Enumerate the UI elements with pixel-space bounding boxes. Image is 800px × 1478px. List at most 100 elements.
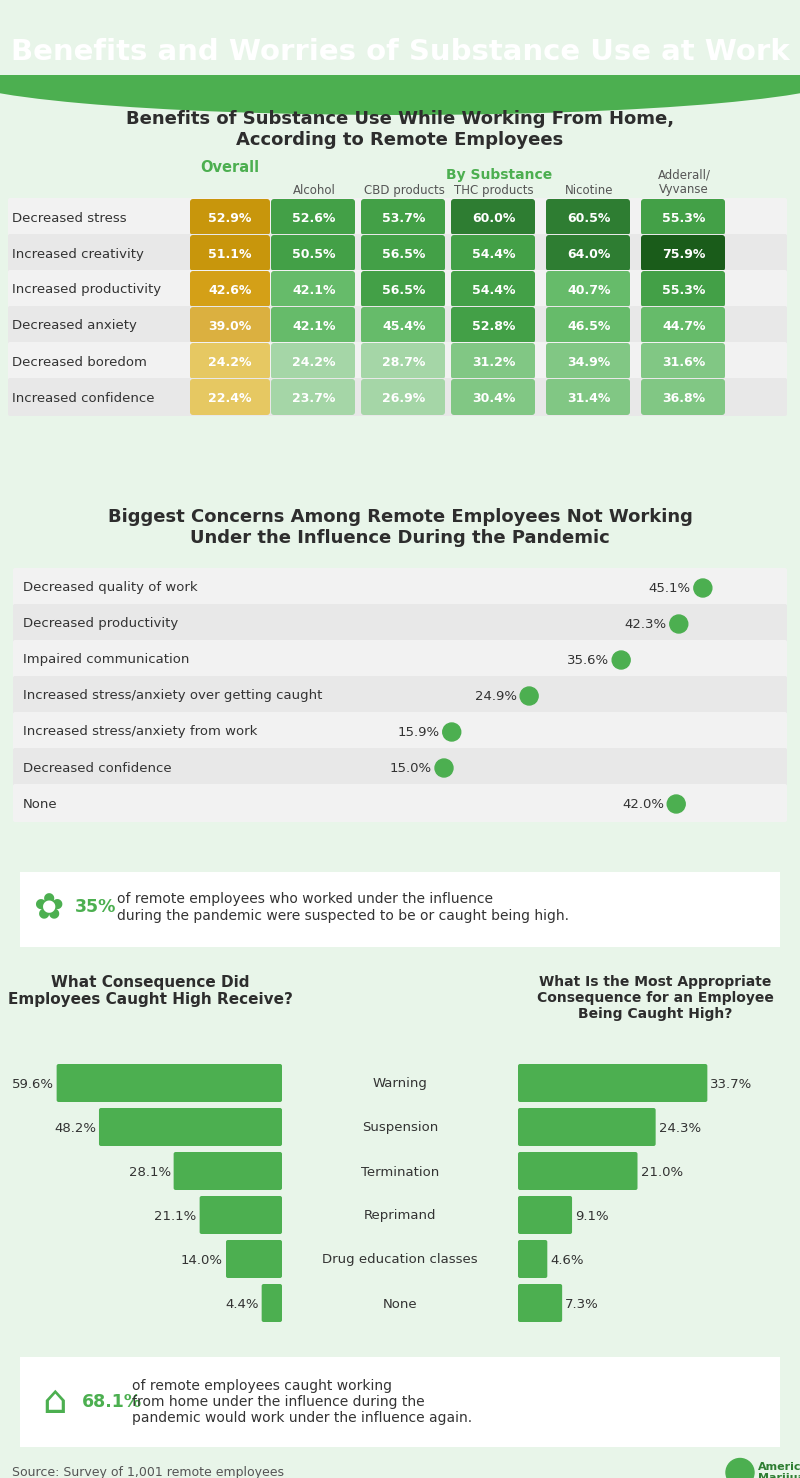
FancyBboxPatch shape [271, 378, 355, 415]
Text: Decreased productivity: Decreased productivity [23, 618, 178, 631]
Text: Nicotine: Nicotine [565, 183, 614, 197]
Text: 59.6%: 59.6% [12, 1077, 54, 1091]
Text: Increased creativity: Increased creativity [12, 247, 144, 260]
Text: 39.0%: 39.0% [208, 319, 252, 333]
Circle shape [520, 687, 538, 705]
Text: 14.0%: 14.0% [181, 1253, 223, 1267]
FancyBboxPatch shape [174, 1151, 282, 1190]
Text: 42.1%: 42.1% [292, 284, 336, 297]
FancyBboxPatch shape [57, 1064, 282, 1103]
FancyBboxPatch shape [641, 307, 725, 343]
Text: 55.3%: 55.3% [662, 284, 706, 297]
Text: Increased confidence: Increased confidence [12, 392, 154, 405]
Text: 21.0%: 21.0% [641, 1166, 682, 1178]
FancyBboxPatch shape [451, 307, 535, 343]
Text: 68.1%: 68.1% [82, 1392, 142, 1411]
Text: None: None [382, 1298, 418, 1311]
Text: 35%: 35% [75, 899, 116, 916]
FancyBboxPatch shape [546, 235, 630, 270]
Text: Drug education classes: Drug education classes [322, 1253, 478, 1267]
FancyBboxPatch shape [546, 270, 630, 307]
Text: CBD products: CBD products [363, 183, 445, 197]
FancyBboxPatch shape [451, 270, 535, 307]
Text: of remote employees who worked under the influence
during the pandemic were susp: of remote employees who worked under the… [117, 893, 569, 922]
Text: 26.9%: 26.9% [382, 392, 426, 405]
Text: THC products: THC products [454, 183, 534, 197]
FancyBboxPatch shape [190, 270, 270, 307]
Text: 56.5%: 56.5% [382, 284, 426, 297]
Text: 51.1%: 51.1% [208, 247, 252, 260]
Text: 46.5%: 46.5% [567, 319, 610, 333]
Text: 55.3%: 55.3% [662, 211, 706, 225]
Text: 7.3%: 7.3% [565, 1298, 599, 1311]
Text: What Is the Most Appropriate
Consequence for an Employee
Being Caught High?: What Is the Most Appropriate Consequence… [537, 975, 774, 1021]
FancyBboxPatch shape [518, 1196, 572, 1234]
Text: 54.4%: 54.4% [472, 284, 516, 297]
FancyBboxPatch shape [8, 270, 787, 307]
Text: 31.4%: 31.4% [567, 392, 610, 405]
Text: 24.2%: 24.2% [208, 356, 252, 368]
FancyBboxPatch shape [641, 200, 725, 235]
Text: 35.6%: 35.6% [567, 653, 609, 667]
FancyBboxPatch shape [518, 1108, 656, 1145]
FancyBboxPatch shape [271, 270, 355, 307]
Text: Biggest Concerns Among Remote Employees Not Working
Under the Influence During t: Biggest Concerns Among Remote Employees … [107, 508, 693, 547]
FancyBboxPatch shape [190, 343, 270, 378]
Text: Impaired communication: Impaired communication [23, 653, 190, 667]
Text: 60.5%: 60.5% [567, 211, 610, 225]
FancyBboxPatch shape [190, 235, 270, 270]
Text: 52.8%: 52.8% [472, 319, 516, 333]
Text: American
Marijuana: American Marijuana [758, 1462, 800, 1478]
Text: 53.7%: 53.7% [382, 211, 426, 225]
FancyBboxPatch shape [13, 640, 787, 678]
Text: Benefits and Worries of Substance Use at Work: Benefits and Worries of Substance Use at… [10, 38, 790, 67]
Text: ✿: ✿ [33, 893, 63, 927]
Text: 24.2%: 24.2% [292, 356, 336, 368]
FancyBboxPatch shape [13, 675, 787, 714]
FancyBboxPatch shape [518, 1064, 707, 1103]
Text: 50.5%: 50.5% [292, 247, 336, 260]
FancyBboxPatch shape [546, 200, 630, 235]
Text: 21.1%: 21.1% [154, 1209, 197, 1222]
Text: 9.1%: 9.1% [575, 1209, 609, 1222]
Circle shape [667, 795, 685, 813]
FancyBboxPatch shape [190, 378, 270, 415]
FancyBboxPatch shape [361, 378, 445, 415]
FancyBboxPatch shape [8, 234, 787, 272]
FancyBboxPatch shape [361, 200, 445, 235]
FancyBboxPatch shape [641, 235, 725, 270]
Text: 23.7%: 23.7% [292, 392, 336, 405]
Text: ⌂: ⌂ [42, 1383, 67, 1420]
Circle shape [442, 723, 461, 740]
FancyBboxPatch shape [518, 1240, 547, 1278]
Text: Increased productivity: Increased productivity [12, 284, 161, 297]
FancyBboxPatch shape [451, 200, 535, 235]
FancyBboxPatch shape [99, 1108, 282, 1145]
Text: By Substance: By Substance [446, 168, 552, 182]
FancyBboxPatch shape [361, 343, 445, 378]
FancyBboxPatch shape [13, 748, 787, 786]
Text: 42.6%: 42.6% [208, 284, 252, 297]
Text: 44.7%: 44.7% [662, 319, 706, 333]
Text: What Consequence Did
Employees Caught High Receive?: What Consequence Did Employees Caught Hi… [7, 975, 293, 1008]
FancyBboxPatch shape [546, 343, 630, 378]
Text: 48.2%: 48.2% [54, 1122, 96, 1135]
FancyBboxPatch shape [518, 1151, 638, 1190]
Text: 75.9%: 75.9% [662, 247, 706, 260]
Text: 4.4%: 4.4% [225, 1298, 258, 1311]
Circle shape [612, 650, 630, 670]
FancyBboxPatch shape [262, 1284, 282, 1321]
Text: Source: Survey of 1,001 remote employees: Source: Survey of 1,001 remote employees [12, 1466, 284, 1478]
FancyBboxPatch shape [451, 343, 535, 378]
FancyBboxPatch shape [546, 307, 630, 343]
Text: of remote employees caught working
from home under the influence during the
pand: of remote employees caught working from … [132, 1379, 472, 1425]
FancyBboxPatch shape [518, 1284, 562, 1321]
Text: 60.0%: 60.0% [472, 211, 516, 225]
FancyBboxPatch shape [190, 200, 270, 235]
Text: 31.6%: 31.6% [662, 356, 706, 368]
Text: Adderall/
Vyvanse: Adderall/ Vyvanse [658, 168, 710, 197]
Text: 33.7%: 33.7% [710, 1077, 753, 1091]
Text: 45.1%: 45.1% [649, 581, 691, 594]
Text: 15.9%: 15.9% [398, 726, 440, 739]
Text: 28.1%: 28.1% [129, 1166, 170, 1178]
